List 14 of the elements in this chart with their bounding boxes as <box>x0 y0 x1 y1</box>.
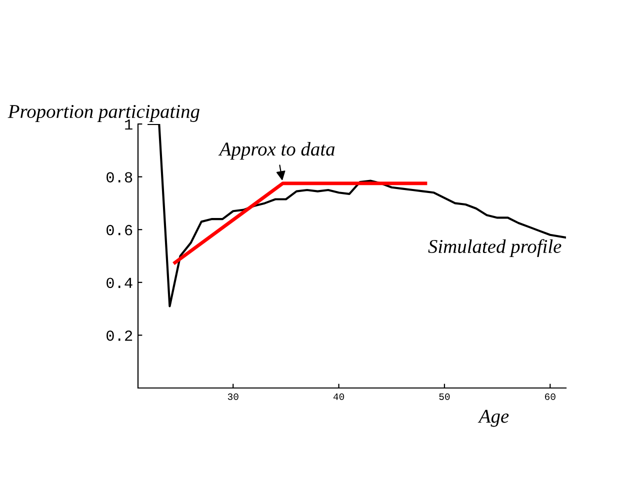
line-series <box>148 124 566 308</box>
series-label: Simulated profile <box>428 239 562 257</box>
x-tick-label: 60 <box>545 393 556 400</box>
y-tick-label: 0.8 <box>106 172 132 182</box>
y-tick-label: 0.2 <box>106 330 132 341</box>
y-axis-title: Proportion participating <box>8 104 200 122</box>
series-label: Approx to data <box>218 142 335 160</box>
y-tick-label: 0.6 <box>106 224 132 236</box>
x-tick-label: 40 <box>333 393 344 400</box>
y-tick-label: 1 <box>125 119 132 130</box>
x-tick-label: 50 <box>439 393 450 400</box>
y-tick-label: 0.4 <box>106 278 132 288</box>
x-axis-title: Age <box>478 410 509 427</box>
x-tick-label: 30 <box>228 393 238 400</box>
